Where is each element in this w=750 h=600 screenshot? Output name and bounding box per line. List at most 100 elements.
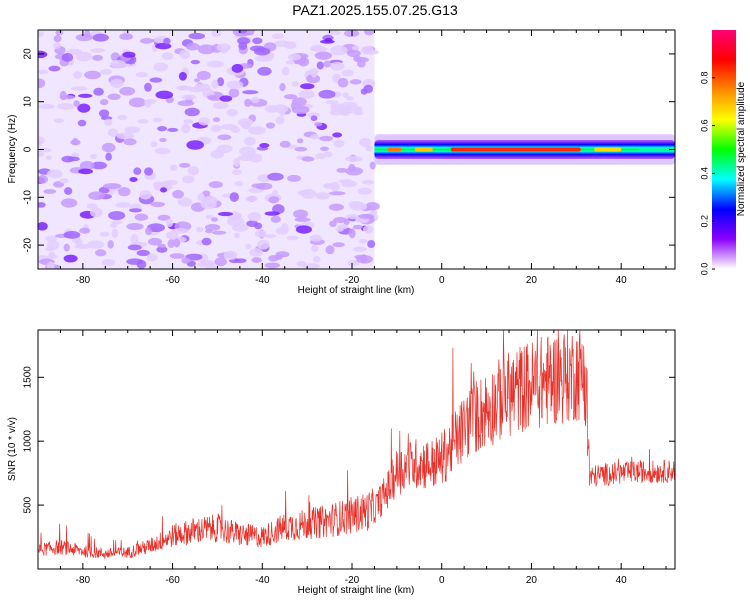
noise-blob (107, 93, 121, 101)
noise-blob (44, 246, 55, 252)
noise-blob (45, 235, 58, 242)
noise-blob (307, 112, 321, 118)
noise-blob (155, 90, 174, 100)
noise-blob (206, 60, 224, 68)
noise-blob (73, 100, 80, 107)
noise-blob (264, 262, 280, 269)
snr-ytick-label: 1500 (23, 366, 34, 389)
noise-blob (197, 193, 205, 202)
noise-blob (328, 203, 344, 211)
noise-blob (38, 152, 45, 157)
colorbar-tick-label: 0.2 (699, 215, 709, 228)
noise-blob (119, 86, 136, 96)
noise-blob (283, 41, 297, 50)
noise-blob (267, 172, 284, 181)
snr-xtick-label: -80 (76, 575, 91, 586)
noise-blob (38, 175, 49, 184)
snr-frame (37, 329, 676, 570)
noise-blob (129, 208, 142, 213)
spectrogram-xtick-label: -20 (345, 275, 360, 286)
snr-ytick-label: 500 (23, 496, 34, 513)
noise-blob (232, 169, 242, 176)
noise-blob (233, 232, 241, 239)
noise-blob (244, 136, 256, 146)
snr-xtick-label: 0 (439, 575, 445, 586)
noise-blob (172, 189, 185, 199)
noise-blob (342, 92, 349, 98)
noise-blob (211, 30, 222, 38)
noise-blob (319, 146, 329, 152)
noise-blob (228, 88, 240, 98)
noise-blob (137, 119, 149, 124)
noise-blob (89, 207, 103, 218)
noise-blob (157, 125, 168, 132)
snr-xtick-label: 20 (526, 575, 538, 586)
noise-blob (217, 211, 233, 217)
noise-blob (301, 156, 315, 162)
noise-blob (314, 152, 327, 160)
spectrogram-panel: -80 -60 -40 -20 0 20 40 -20 -10 0 10 20 Height of s… (7, 29, 676, 296)
noise-blob (86, 203, 98, 210)
noise-blob (38, 69, 48, 75)
noise-blob (181, 257, 191, 264)
noise-blob (90, 154, 98, 159)
noise-blob (79, 227, 91, 234)
noise-blob (339, 106, 352, 115)
noise-blob (245, 196, 258, 202)
noise-blob (270, 215, 281, 223)
noise-blob (311, 244, 319, 253)
noise-blob (245, 30, 255, 36)
noise-blob (354, 254, 367, 260)
noise-blob (247, 126, 266, 135)
noise-blob (323, 182, 339, 190)
noise-blob (291, 81, 299, 87)
noise-blob (63, 243, 70, 252)
noise-blob (214, 257, 227, 267)
noise-blob (211, 217, 219, 222)
noise-blob (226, 216, 245, 227)
spectrogram-xtick-label: -60 (165, 275, 180, 286)
noise-blob (67, 156, 80, 162)
noise-blob (159, 137, 167, 143)
noise-blob (254, 230, 267, 238)
noise-blob (105, 152, 112, 161)
noise-blob (109, 222, 118, 228)
noise-blob (122, 51, 136, 58)
noise-blob (116, 132, 135, 140)
noise-blob (326, 30, 341, 36)
noise-blob (211, 230, 227, 235)
snr-xtick-label: -40 (255, 575, 270, 586)
noise-blob (294, 146, 308, 152)
noise-blob (48, 65, 61, 72)
noise-blob (186, 140, 204, 150)
noise-blob (310, 44, 325, 52)
noise-blob (152, 117, 163, 123)
noise-blob (178, 162, 191, 168)
noise-blob (357, 60, 366, 68)
noise-blob (38, 31, 45, 37)
noise-blob (212, 102, 229, 109)
noise-blob (283, 94, 298, 100)
noise-blob (150, 141, 158, 148)
noise-blob (178, 71, 187, 81)
noise-blob (237, 37, 251, 45)
noise-blob (239, 146, 256, 156)
noise-blob (75, 33, 93, 42)
noise-blob (38, 50, 48, 59)
noise-blob (150, 201, 165, 208)
noise-blob (59, 95, 76, 100)
noise-blob (88, 191, 105, 201)
noise-blob (92, 54, 104, 61)
noise-blob (61, 52, 74, 62)
noise-blob (362, 179, 375, 185)
noise-blob (333, 139, 345, 148)
spectrogram-xtick-label: -80 (76, 275, 91, 286)
noise-blob (314, 51, 333, 60)
noise-blob (204, 224, 221, 231)
noise-blob (359, 137, 372, 147)
noise-blob (179, 49, 191, 60)
noise-blob (365, 202, 380, 211)
noise-blob (107, 239, 114, 249)
noise-blob (223, 250, 238, 261)
noise-blob (237, 118, 254, 127)
